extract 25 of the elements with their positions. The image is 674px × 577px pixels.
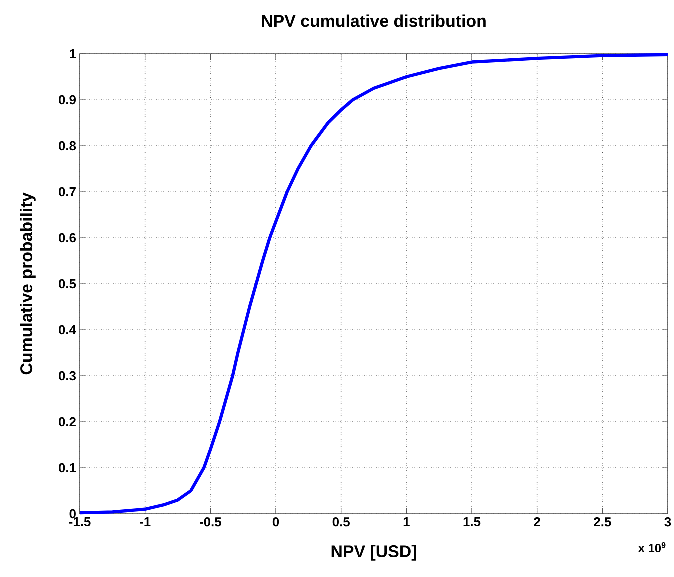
- text: x 10$^{9}$: [638, 542, 666, 553]
- y-tick-label: 0.4: [58, 325, 76, 335]
- x-tick-label: 1: [404, 518, 410, 526]
- y-tick-label: 1: [70, 50, 76, 58]
- x-tick-label: 2.5: [594, 518, 612, 527]
- y-tick-label: 0.2: [58, 417, 76, 427]
- x-tick-label: 3: [664, 518, 672, 527]
- y-tick-label: 0.3: [58, 371, 76, 381]
- x-tick-label: 2: [534, 518, 540, 527]
- x-tick-label: 0: [272, 518, 280, 527]
- x-tick-label: 1.5: [464, 518, 481, 527]
- x-tick-label: -1: [140, 518, 151, 526]
- x-tick-label: 0.5: [332, 518, 350, 527]
- y-tick-label: 0.1: [58, 463, 76, 473]
- x-tick-label: -1.5: [69, 518, 91, 527]
- x-tick-label: -0.5: [200, 518, 222, 527]
- y-tick-label: 0.8: [58, 141, 76, 151]
- x-axis-title: NPV [USD]: [332, 545, 416, 561]
- y-tick-label: 0.9: [58, 95, 76, 105]
- y-tick-label: 0.5: [58, 279, 76, 289]
- y-tick-label: 0: [70, 509, 76, 519]
- y-axis-title: Cumulative probability: [20, 192, 36, 375]
- y-tick-label: 0.7: [58, 187, 76, 197]
- y-tick-label: 0.6: [58, 233, 76, 243]
- chart-title: NPV cumulative distribution: [262, 14, 486, 28]
